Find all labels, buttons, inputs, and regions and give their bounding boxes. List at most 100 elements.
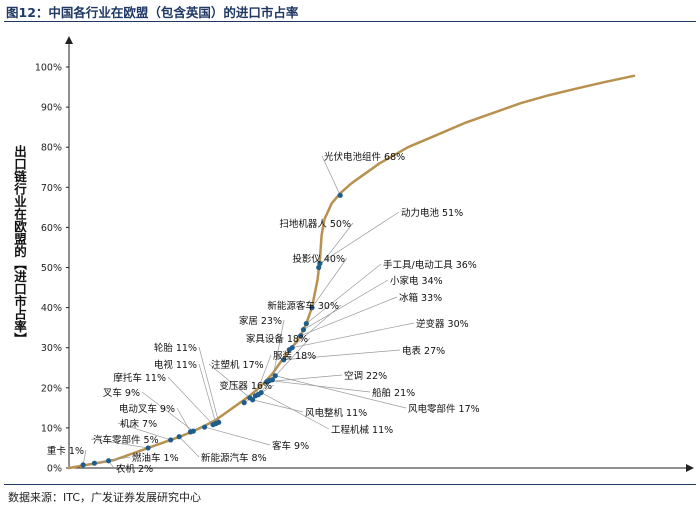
data-point-marker — [91, 460, 98, 466]
y-tick-label: 20% — [41, 383, 62, 394]
data-point-marker — [168, 437, 174, 443]
data-point-marker — [272, 373, 278, 379]
leader-line — [303, 279, 389, 330]
data-point-label: 船舶 21% — [372, 387, 415, 399]
data-point-label: 变压器 16% — [219, 380, 272, 392]
data-point-marker — [216, 419, 222, 425]
leader-line — [275, 375, 407, 409]
leader-line — [311, 257, 348, 308]
data-point-label: 空调 22% — [344, 370, 387, 382]
data-point-label: 家居 23% — [239, 315, 282, 327]
y-tick-label: 40% — [41, 303, 62, 314]
data-point-label: 小家电 34% — [390, 275, 443, 287]
data-point-marker — [258, 390, 264, 396]
data-point-label: 新能源客车 30% — [267, 300, 339, 312]
title-divider — [4, 21, 696, 22]
x-axis-arrow — [686, 464, 694, 472]
point-markers — [80, 192, 343, 468]
data-point-label: 农机 2% — [116, 463, 153, 475]
data-point-label: 机床 7% — [120, 418, 157, 430]
y-tick-labels: 0% 10% 20% 30% 40% 50% 60% 70% 80% 90% 100% — [35, 63, 69, 475]
data-point-marker — [316, 264, 322, 271]
data-point-marker — [145, 445, 151, 451]
data-point-marker — [266, 377, 273, 384]
leader-line — [167, 376, 214, 425]
data-point-label: 工程机械 11% — [331, 424, 393, 436]
data-point-label: 服装 18% — [273, 350, 316, 362]
data-point-label: 扫地机器人 50% — [279, 218, 351, 230]
leader-line — [94, 456, 131, 464]
data-point-marker — [281, 357, 287, 363]
data-point-label: 逆变器 30% — [416, 318, 469, 330]
data-point-marker — [80, 462, 86, 468]
data-point-marker — [190, 428, 196, 434]
data-point-label: 光伏电池组件 68% — [324, 151, 405, 163]
data-point-label: 燃油车 1% — [132, 452, 179, 464]
leader-line — [255, 354, 272, 396]
leader-line — [258, 337, 311, 395]
y-tick-label: 50% — [41, 263, 62, 274]
y-tick-label: 80% — [41, 143, 62, 154]
source-note: 数据来源：ITC，广发证券发展研究中心 — [8, 491, 201, 504]
leader-line — [283, 349, 401, 361]
leader-line — [300, 296, 398, 336]
leader-line — [141, 391, 194, 432]
leader-line — [266, 374, 343, 383]
leader-line — [176, 407, 191, 433]
y-tick-label: 10% — [41, 423, 62, 434]
data-point-label: 家具设备 18% — [246, 333, 308, 345]
data-point-marker — [202, 424, 208, 430]
data-point-label: 注塑机 17% — [211, 359, 264, 371]
data-point-marker — [337, 192, 343, 198]
y-tick-label: 60% — [41, 223, 62, 234]
data-point-label: 风电零部件 17% — [408, 403, 480, 415]
data-point-label: 冰箱 33% — [399, 292, 442, 304]
data-point-marker — [176, 434, 182, 440]
data-point-marker — [289, 345, 295, 351]
leader-lines — [82, 155, 415, 469]
figure-title: 图12：中国各行业在欧盟（包含英国）的进口市占率 — [6, 5, 299, 20]
y-tick-label: 90% — [41, 103, 62, 114]
data-point-marker — [317, 260, 323, 267]
data-point-label: 叉车 9% — [103, 387, 140, 399]
leader-line — [252, 399, 304, 413]
data-point-marker — [298, 333, 304, 339]
leader-line — [198, 363, 217, 424]
data-point-marker — [241, 400, 247, 406]
source-divider — [4, 484, 696, 485]
data-point-marker — [303, 321, 309, 327]
data-point-marker — [105, 458, 112, 464]
leader-line — [204, 426, 271, 446]
leader-line — [269, 380, 371, 393]
data-point-label: 风电整机 11% — [305, 407, 367, 419]
leader-line — [306, 263, 382, 324]
leader-line — [260, 392, 330, 430]
data-point-label: 电动叉车 9% — [119, 403, 175, 415]
leader-line — [117, 422, 171, 441]
leader-line — [292, 322, 415, 349]
data-point-label: 电表 27% — [402, 345, 445, 357]
leader-line — [198, 346, 220, 423]
y-tick-label: 0% — [47, 464, 62, 475]
data-point-label: 重卡 1% — [47, 445, 84, 457]
curve-layer — [67, 74, 636, 470]
data-point-label: 手工具/电动工具 36% — [383, 259, 477, 271]
y-axis-label: 出口链行业在欧盟的【进口市占率】 — [12, 145, 27, 345]
data-point-marker — [300, 327, 307, 333]
data-point-label: 新能源汽车 8% — [201, 452, 267, 464]
leader-line — [208, 363, 251, 399]
leader-line — [318, 222, 354, 268]
data-point-label: 客车 9% — [272, 440, 309, 452]
data-point-label: 摩托车 11% — [113, 372, 166, 384]
data-point-label: 动力电池 51% — [401, 207, 463, 219]
y-axis-arrow — [65, 36, 73, 44]
leader-line — [272, 319, 285, 380]
leader-line — [321, 155, 341, 196]
data-point-marker — [309, 305, 315, 311]
chart-axes — [65, 36, 694, 472]
leader-line — [90, 438, 149, 449]
data-point-marker — [250, 397, 256, 403]
data-point-label: 汽车零部件 5% — [93, 434, 159, 446]
leader-line — [319, 211, 400, 264]
